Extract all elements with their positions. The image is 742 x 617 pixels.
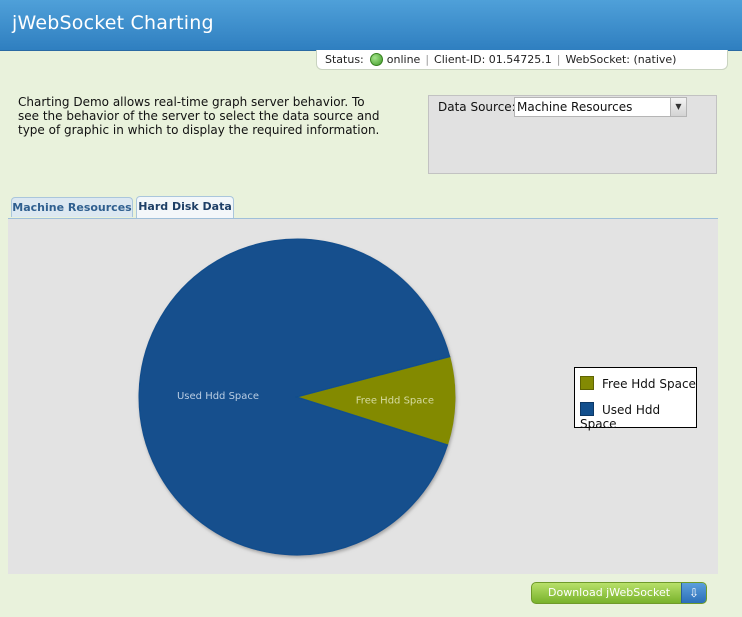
legend-label-free: Free Hdd Space bbox=[602, 377, 696, 391]
chevron-down-icon[interactable]: ▼ bbox=[670, 98, 686, 116]
tab-hard-disk-data[interactable]: Hard Disk Data bbox=[136, 196, 234, 218]
websocket-value: (native) bbox=[633, 53, 677, 66]
data-source-selected-value: Machine Resources bbox=[517, 100, 633, 114]
download-arrow-icon: ⇩ bbox=[681, 583, 706, 603]
demo-description: Charting Demo allows real-time graph ser… bbox=[18, 95, 380, 137]
client-id-label: Client-ID: bbox=[434, 53, 486, 66]
chart-tabs: Machine Resources Hard Disk Data bbox=[8, 196, 718, 219]
download-button-label: Download jWebSocket bbox=[548, 586, 671, 599]
tab-machine-resources[interactable]: Machine Resources bbox=[11, 197, 133, 217]
app-header: jWebSocket Charting bbox=[0, 0, 742, 51]
online-status-icon bbox=[369, 53, 383, 66]
separator: | bbox=[425, 53, 430, 66]
pie-slice-label-used: Used Hdd Space bbox=[177, 391, 259, 402]
websocket-label: WebSocket: bbox=[565, 53, 631, 66]
legend-item-free: Free Hdd Space bbox=[580, 376, 696, 391]
pie-slice-label-free: Free Hdd Space bbox=[356, 395, 434, 406]
data-source-select[interactable]: Machine Resources ▼ bbox=[514, 97, 687, 117]
app-title: jWebSocket Charting bbox=[12, 12, 214, 34]
status-value: online bbox=[386, 53, 421, 66]
data-source-label: Data Source: bbox=[438, 100, 516, 114]
pie-slice-free bbox=[295, 356, 456, 446]
legend-label-used: Used Hdd Space bbox=[580, 403, 661, 431]
separator: | bbox=[556, 53, 561, 66]
legend-item-used: Used Hdd Space bbox=[580, 402, 696, 431]
client-id-value: 01.54725.1 bbox=[488, 53, 552, 66]
chart-legend: Free Hdd Space Used Hdd Space bbox=[574, 367, 697, 431]
legend-swatch-used bbox=[580, 402, 594, 416]
status-label: Status: bbox=[325, 53, 364, 66]
pie-slice-used bbox=[138, 238, 451, 556]
status-bar: Status: online | Client-ID: 01.54725.1 |… bbox=[316, 50, 728, 70]
legend-swatch-free bbox=[580, 376, 594, 390]
data-source-panel: Data Source: Machine Resources ▼ bbox=[428, 95, 717, 174]
download-button[interactable]: Download jWebSocket ⇩ bbox=[531, 582, 707, 604]
pie-chart: Free Hdd Space Used Hdd Space bbox=[138, 238, 456, 556]
